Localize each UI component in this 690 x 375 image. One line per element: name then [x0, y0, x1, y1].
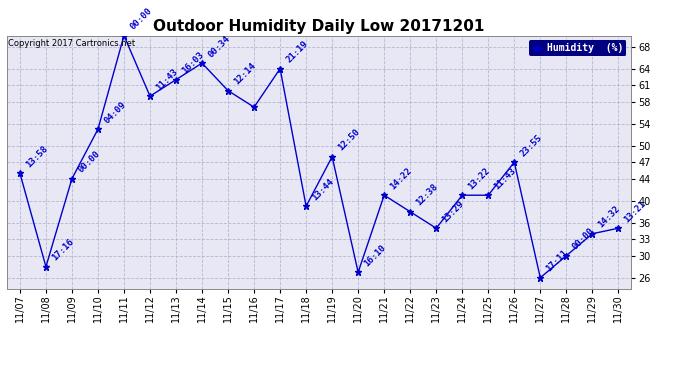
Title: Outdoor Humidity Daily Low 20171201: Outdoor Humidity Daily Low 20171201 — [153, 20, 485, 34]
Text: 04:09: 04:09 — [102, 100, 128, 125]
Text: 12:14: 12:14 — [233, 61, 257, 87]
Text: 21:19: 21:19 — [284, 39, 310, 64]
Text: 00:00: 00:00 — [571, 226, 596, 252]
Text: 13:22: 13:22 — [466, 166, 492, 191]
Text: 12:38: 12:38 — [415, 182, 440, 207]
Text: 16:03: 16:03 — [180, 50, 206, 75]
Text: Copyright 2017 Cartronics.net: Copyright 2017 Cartronics.net — [8, 39, 135, 48]
Text: 11:43: 11:43 — [493, 166, 518, 191]
Text: 17:16: 17:16 — [50, 237, 75, 262]
Text: 14:32: 14:32 — [596, 204, 622, 230]
Text: 00:34: 00:34 — [206, 34, 232, 59]
Text: 23:55: 23:55 — [518, 133, 544, 158]
Text: 13:58: 13:58 — [24, 144, 50, 169]
Text: 17:11: 17:11 — [544, 248, 570, 274]
Text: 00:00: 00:00 — [76, 149, 101, 174]
Text: 13:29: 13:29 — [440, 199, 466, 224]
Text: 13:44: 13:44 — [310, 177, 335, 202]
Text: 11:43: 11:43 — [154, 67, 179, 92]
Text: 12:50: 12:50 — [336, 127, 362, 153]
Legend: Humidity  (%): Humidity (%) — [529, 40, 627, 56]
Text: 13:21: 13:21 — [622, 199, 648, 224]
Text: 14:22: 14:22 — [388, 166, 414, 191]
Text: 00:00: 00:00 — [128, 6, 153, 32]
Text: 16:10: 16:10 — [362, 243, 388, 268]
